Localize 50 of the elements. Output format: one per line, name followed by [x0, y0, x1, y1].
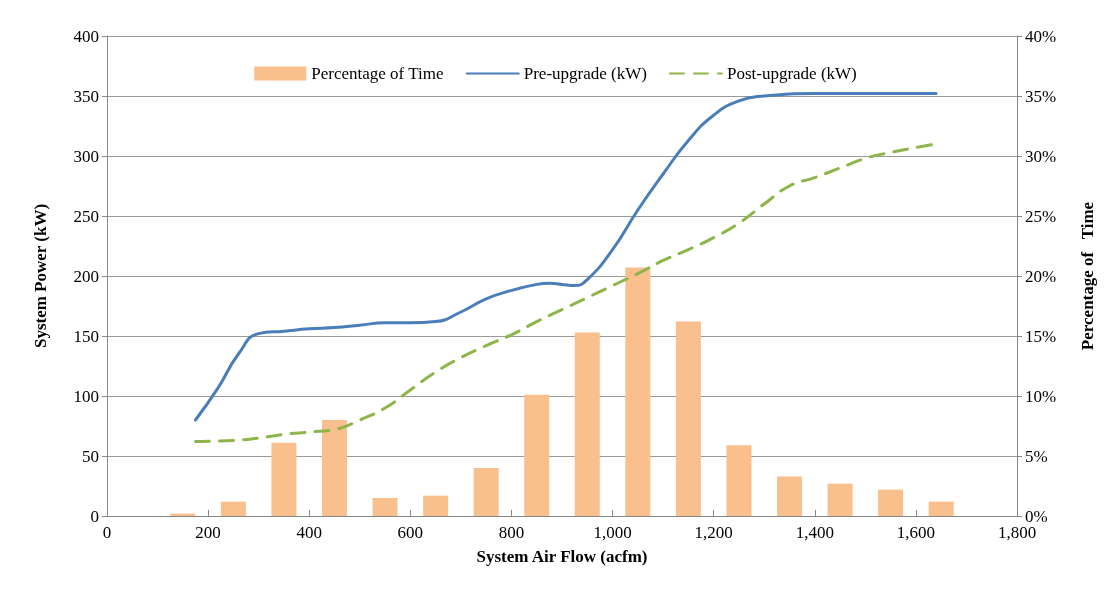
bar	[322, 420, 347, 516]
bar	[220, 501, 246, 516]
x-tick-label: 1,800	[997, 523, 1037, 542]
legend-label: Post-upgrade (kW)	[726, 64, 857, 83]
line-series	[193, 92, 938, 422]
bar	[524, 394, 550, 516]
bar	[271, 442, 297, 516]
legend-label: Percentage of Time	[311, 64, 444, 83]
y2-tick-label: 20%	[1025, 266, 1057, 286]
y-tick-label: 50	[82, 446, 99, 466]
x-tick-label: 1,000	[593, 523, 632, 542]
bar	[625, 267, 651, 516]
y2-tick-label: 10%	[1025, 386, 1057, 406]
bar	[928, 501, 954, 516]
y-tick-label: 200	[73, 266, 99, 286]
y2-tick-label: 40%	[1025, 26, 1057, 46]
y2-tick-label: 5%	[1025, 446, 1048, 466]
bar	[675, 321, 701, 516]
x-tick-label: 1,400	[795, 523, 834, 542]
y2-axis-title: Percentage of Time	[1078, 201, 1097, 351]
bar	[473, 468, 499, 516]
legend-label: Pre-upgrade (kW)	[523, 64, 647, 83]
x-tick-label: 800	[498, 523, 525, 542]
y2-tick-label: 30%	[1025, 146, 1057, 166]
y-tick-label: 0	[90, 506, 99, 526]
x-tick-label: 200	[195, 523, 221, 542]
x-tick-label: 0	[102, 523, 112, 542]
y-tick-label: 100	[73, 386, 99, 406]
y-tick-label: 300	[73, 146, 99, 166]
y2-tick-label: 0%	[1025, 506, 1048, 526]
y2-tick-label: 15%	[1025, 326, 1057, 346]
y-axis-title: System Power (kW)	[31, 203, 50, 349]
x-tick-label: 1,600	[896, 523, 936, 542]
y-tick-label: 350	[73, 86, 99, 106]
y-tick-label: 250	[73, 206, 99, 226]
y-tick-label: 150	[73, 326, 99, 346]
y2-tick-label: 25%	[1025, 206, 1057, 226]
bar	[372, 498, 398, 516]
x-tick-label: 600	[397, 523, 424, 542]
bar	[878, 489, 904, 516]
bar	[726, 445, 752, 516]
x-tick-label: 1,200	[694, 523, 733, 542]
bar	[423, 495, 449, 516]
x-axis-title: System Air Flow (acfm)	[476, 547, 648, 566]
x-tick-label: 400	[296, 523, 322, 542]
y-tick-label: 400	[73, 26, 99, 46]
bar	[827, 483, 853, 516]
bar	[574, 332, 600, 516]
y2-tick-label: 35%	[1025, 86, 1057, 106]
bar	[777, 476, 802, 516]
